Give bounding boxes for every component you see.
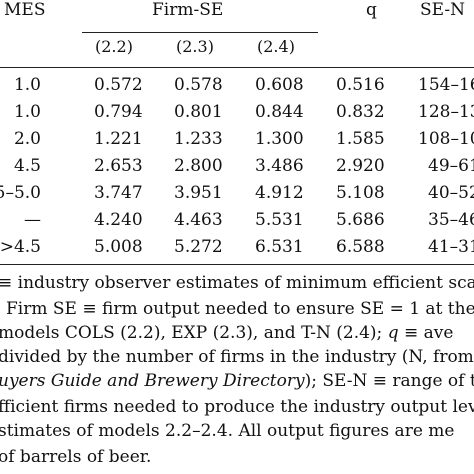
header-q: q (366, 0, 377, 20)
cell-2-2: 0.572 (94, 75, 143, 95)
cell-2-2: 5.008 (94, 237, 143, 257)
cell-q: 1.585 (336, 129, 385, 149)
note-line-7: stimates of models 2.2–2.4. All output f… (0, 421, 455, 441)
cell-2-2: 4.240 (94, 210, 143, 230)
note-line-1: ≡ industry observer estimates of minimum… (0, 273, 474, 293)
note-line-2: Firm SE ≡ firm output needed to ensure S… (6, 299, 474, 319)
cell-se-n: 154–16 (418, 75, 474, 95)
subheader-2-4: (2.4) (257, 37, 295, 56)
header-se-n: SE-N (420, 0, 465, 20)
cell-mes: — (24, 210, 41, 230)
note-line-4: divided by the number of firms in the in… (0, 347, 474, 367)
cell-2-4: 1.300 (255, 129, 304, 149)
cell-mes: 1.0 (13, 75, 41, 95)
cell-2-3: 0.578 (174, 75, 223, 95)
cell-se-n: 49–61 (428, 156, 474, 176)
cell-q: 5.686 (336, 210, 385, 230)
cell-2-2: 1.221 (94, 129, 143, 149)
table-header-rule (0, 67, 474, 68)
note-line-8: of barrels of beer. (0, 447, 152, 467)
cell-q: 0.832 (336, 102, 385, 122)
cell-2-4: 5.531 (255, 210, 304, 230)
subheader-2-2: (2.2) (95, 37, 133, 56)
cell-q: 6.588 (336, 237, 385, 257)
cell-2-2: 3.747 (94, 183, 143, 203)
cell-se-n: 128–13 (418, 102, 474, 122)
cell-2-4: 0.844 (255, 102, 304, 122)
cell-2-4: 0.608 (255, 75, 304, 95)
cell-2-3: 2.800 (174, 156, 223, 176)
cell-se-n: 108–10 (418, 129, 474, 149)
cell-mes: 4.5 (13, 156, 41, 176)
cell-2-4: 3.486 (255, 156, 304, 176)
cell-2-2: 2.653 (94, 156, 143, 176)
cell-2-2: 0.794 (94, 102, 143, 122)
cell-2-3: 5.272 (174, 237, 223, 257)
subheader-2-3: (2.3) (176, 37, 214, 56)
cell-mes: 2.0 (13, 129, 41, 149)
header-mes: MES (4, 0, 46, 20)
note-line-3: models COLS (2.2), EXP (2.3), and T-N (2… (0, 323, 454, 343)
cell-q: 2.920 (336, 156, 385, 176)
cell-se-n: 35–46 (428, 210, 474, 230)
cell-se-n: 41–31 (428, 237, 474, 257)
cell-q: 0.516 (336, 75, 385, 95)
cell-2-3: 4.463 (174, 210, 223, 230)
cell-2-3: 0.801 (174, 102, 223, 122)
table-bottom-rule (0, 264, 474, 265)
cell-2-4: 6.531 (255, 237, 304, 257)
cell-mes: >4.5 (0, 237, 41, 257)
cell-2-4: 4.912 (255, 183, 304, 203)
cell-q: 5.108 (336, 183, 385, 203)
header-firm-se: Firm-SE (152, 0, 224, 20)
firm-se-underline (82, 32, 318, 33)
note-line-6: fficient firms needed to produce the ind… (0, 397, 474, 417)
cell-mes: 4.5–5.0 (0, 183, 41, 203)
cell-2-3: 1.233 (174, 129, 223, 149)
cell-mes: 1.0 (13, 102, 41, 122)
cell-2-3: 3.951 (174, 183, 223, 203)
note-line-5: uyers Guide and Brewery Directory); SE-N… (0, 371, 474, 391)
cell-se-n: 40–52 (428, 183, 474, 203)
